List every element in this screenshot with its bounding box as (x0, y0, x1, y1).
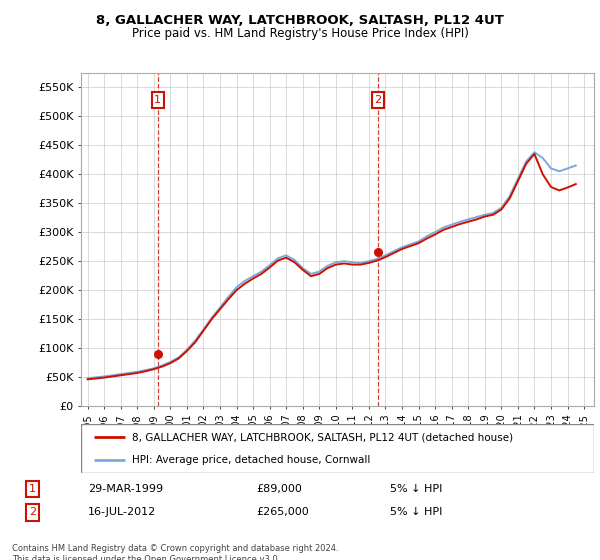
FancyBboxPatch shape (81, 424, 594, 473)
Text: £265,000: £265,000 (256, 507, 309, 517)
Text: 5% ↓ HPI: 5% ↓ HPI (391, 507, 443, 517)
Text: HPI: Average price, detached house, Cornwall: HPI: Average price, detached house, Corn… (133, 455, 371, 465)
Text: 1: 1 (154, 95, 161, 105)
Text: 5% ↓ HPI: 5% ↓ HPI (391, 484, 443, 494)
Text: 2: 2 (29, 507, 36, 517)
Text: 8, GALLACHER WAY, LATCHBROOK, SALTASH, PL12 4UT: 8, GALLACHER WAY, LATCHBROOK, SALTASH, P… (96, 14, 504, 27)
Text: 16-JUL-2012: 16-JUL-2012 (88, 507, 156, 517)
Text: 29-MAR-1999: 29-MAR-1999 (88, 484, 163, 494)
Text: Contains HM Land Registry data © Crown copyright and database right 2024.
This d: Contains HM Land Registry data © Crown c… (12, 544, 338, 560)
Text: £89,000: £89,000 (256, 484, 302, 494)
Text: Price paid vs. HM Land Registry's House Price Index (HPI): Price paid vs. HM Land Registry's House … (131, 27, 469, 40)
Text: 1: 1 (29, 484, 36, 494)
Text: 8, GALLACHER WAY, LATCHBROOK, SALTASH, PL12 4UT (detached house): 8, GALLACHER WAY, LATCHBROOK, SALTASH, P… (133, 432, 514, 442)
Text: 2: 2 (374, 95, 382, 105)
